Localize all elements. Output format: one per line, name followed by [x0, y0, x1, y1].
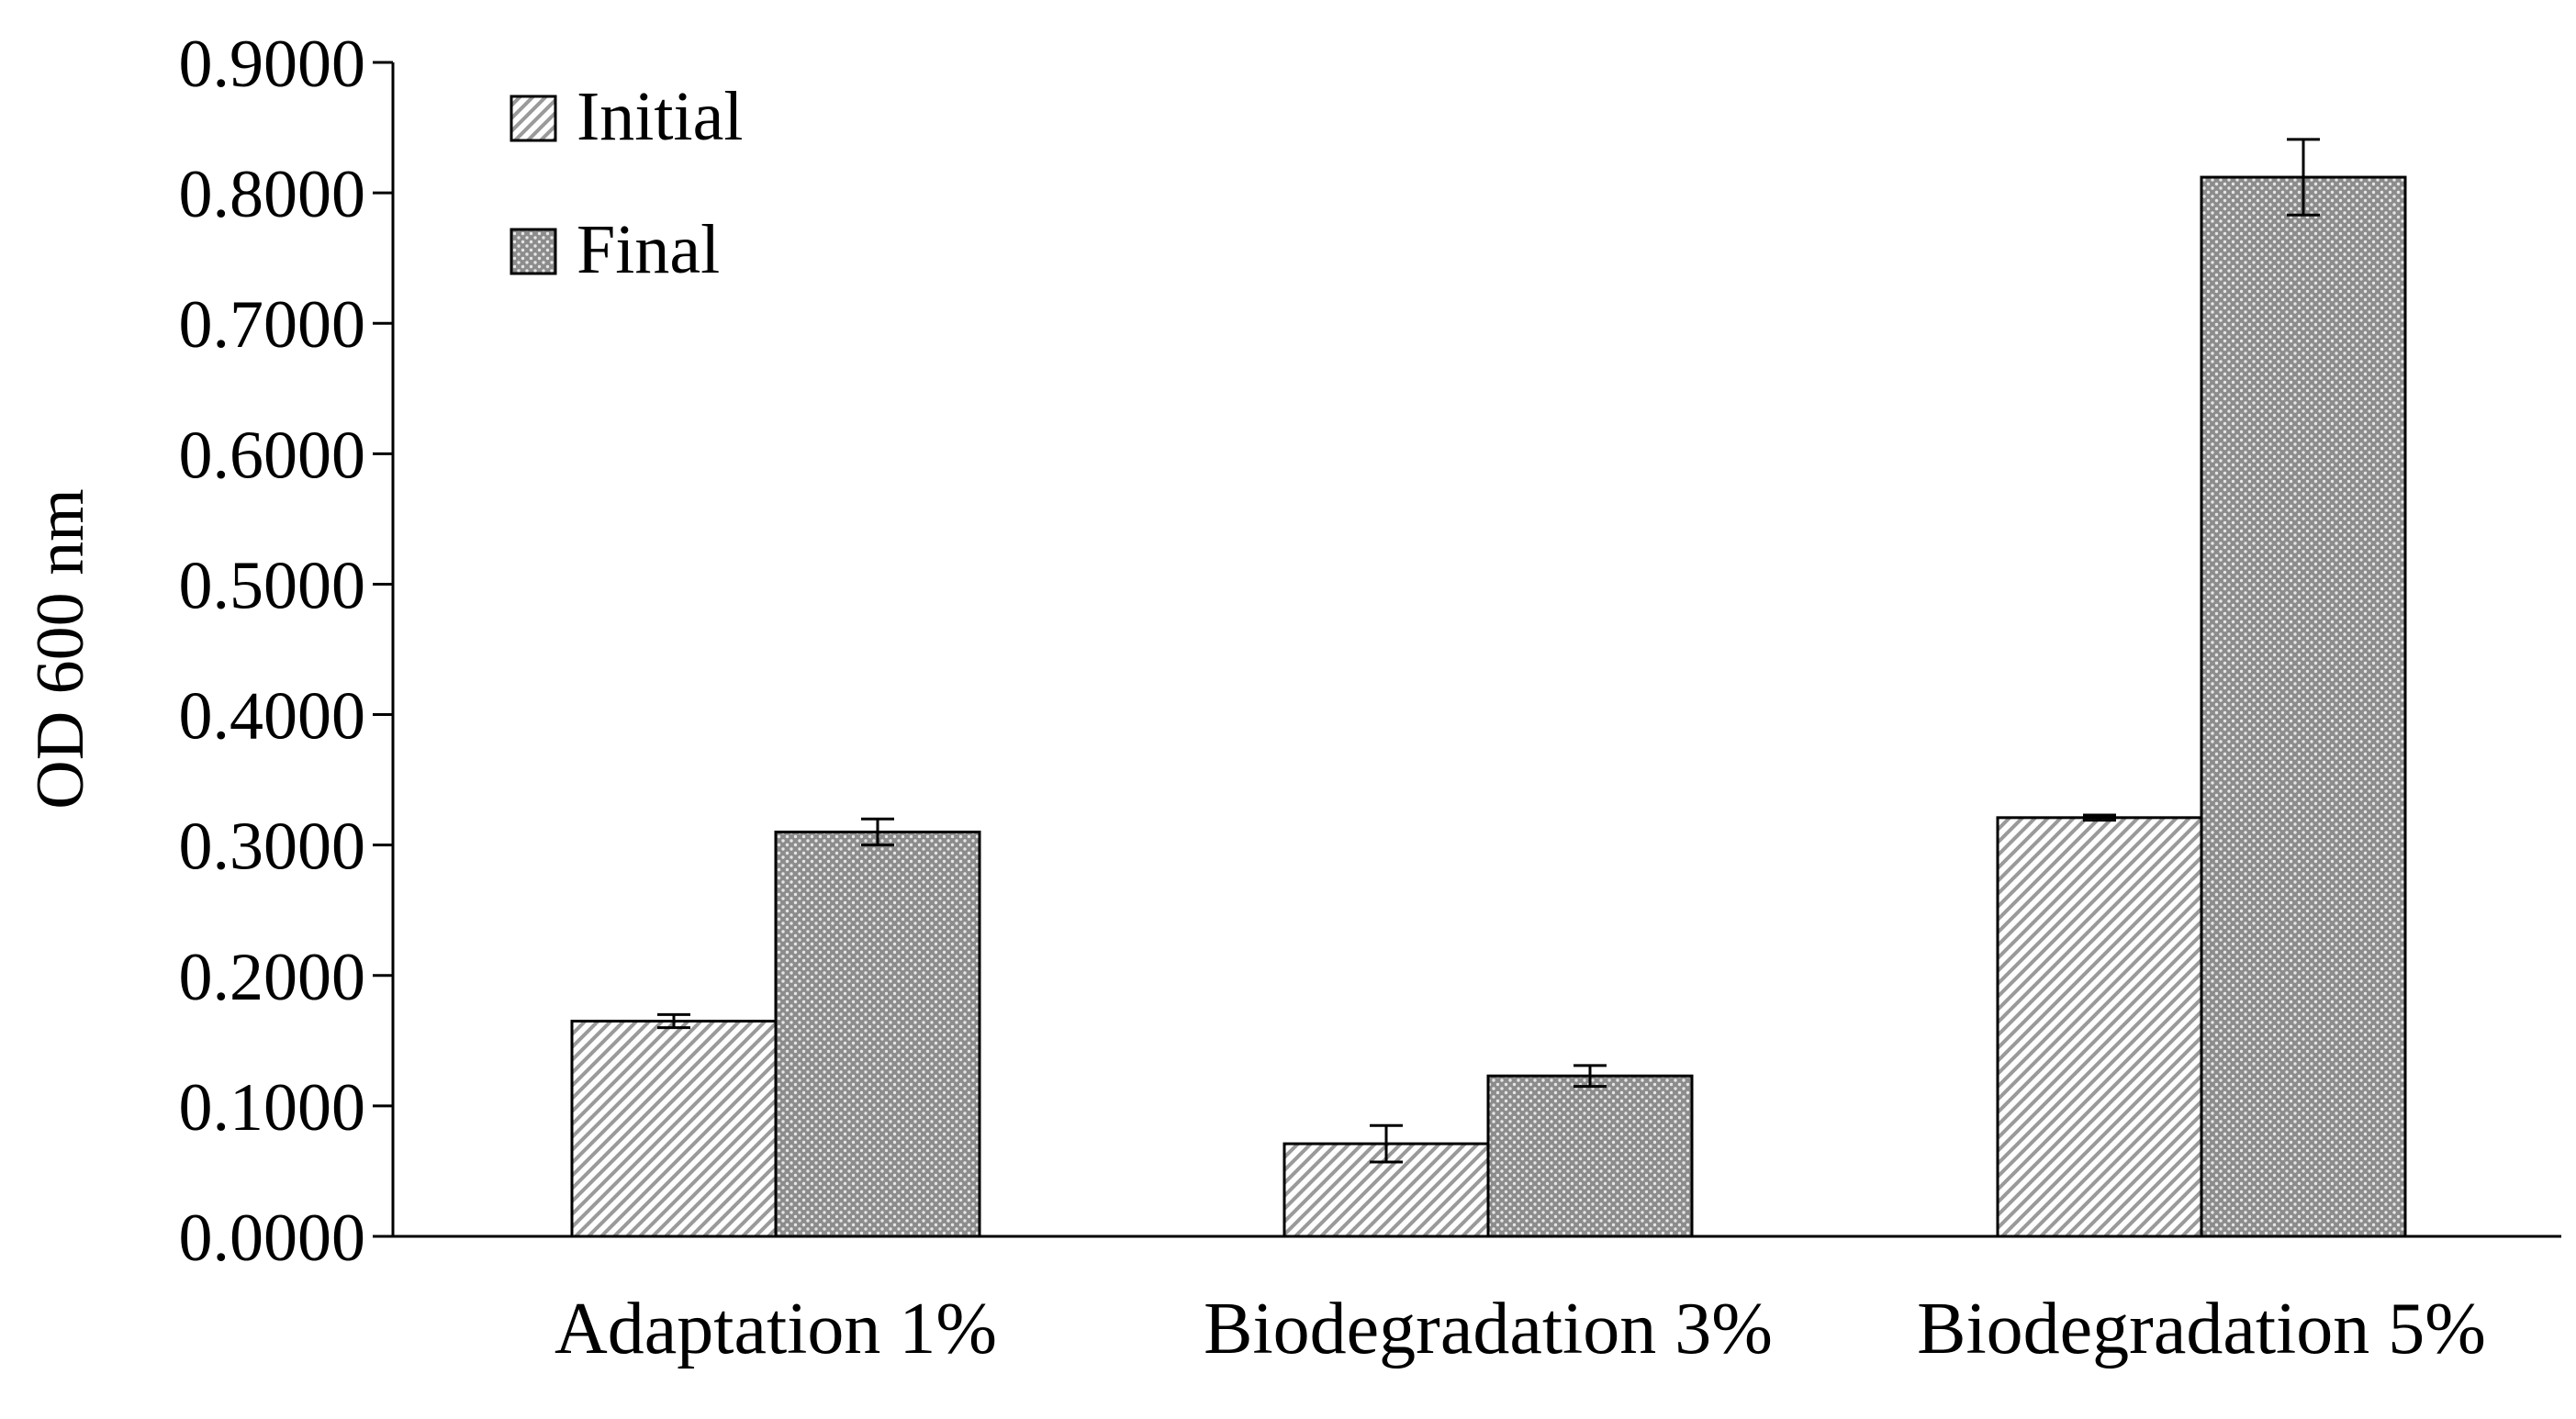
- bar-initial: [1996, 816, 2203, 1238]
- y-tick-label: 0.2000: [179, 940, 366, 1015]
- y-tick-label: 0.0000: [179, 1201, 366, 1276]
- bar-group: [1996, 138, 2407, 1238]
- bar-final: [1486, 1074, 1694, 1238]
- bar-group: [570, 817, 981, 1238]
- y-axis-title: OD 600 nm: [23, 488, 98, 809]
- legend: Initial Final: [510, 78, 744, 288]
- category-label: Biodegradation 3%: [1204, 1289, 1773, 1369]
- legend-label-final: Final: [577, 211, 720, 288]
- bar-final: [774, 830, 981, 1238]
- y-tick-label: 0.1000: [179, 1070, 366, 1145]
- category-labels: Adaptation 1% Biodegradation 3% Biodegrada…: [554, 1289, 2486, 1369]
- legend-item-initial: Initial: [510, 78, 744, 155]
- y-tick-label: 0.4000: [179, 679, 366, 754]
- y-tick-label: 0.7000: [179, 287, 366, 363]
- bar-initial: [570, 1020, 778, 1238]
- error-bar-final: [861, 817, 894, 847]
- y-tick-label: 0.5000: [179, 548, 366, 623]
- category-label: Biodegradation 5%: [1917, 1289, 2486, 1369]
- y-tick-label: 0.6000: [179, 418, 366, 493]
- error-bar-final: [1574, 1064, 1607, 1089]
- bar-group: [1282, 1064, 1694, 1238]
- y-ticks: 0.0000 0.1000 0.2000 0.3000 0.4000 0.5000 0.60…: [179, 27, 393, 1276]
- y-tick-label: 0.9000: [179, 27, 366, 102]
- error-bar-final: [2287, 138, 2320, 217]
- y-tick-label: 0.8000: [179, 157, 366, 232]
- bar-final: [2200, 175, 2407, 1238]
- legend-label-initial: Initial: [577, 78, 744, 155]
- y-tick-label: 0.3000: [179, 810, 366, 885]
- error-bar-initial: [1370, 1123, 1403, 1164]
- legend-item-final: Final: [510, 211, 720, 288]
- legend-swatch-final: [510, 228, 557, 275]
- error-bar-initial: [657, 1012, 690, 1030]
- bar-groups: [570, 138, 2407, 1238]
- error-bar-initial: [2083, 813, 2116, 822]
- legend-swatch-initial: [510, 95, 557, 142]
- y-axis: 0.0000 0.1000 0.2000 0.3000 0.4000 0.5000 0.60…: [179, 27, 395, 1276]
- category-label: Adaptation 1%: [554, 1289, 997, 1369]
